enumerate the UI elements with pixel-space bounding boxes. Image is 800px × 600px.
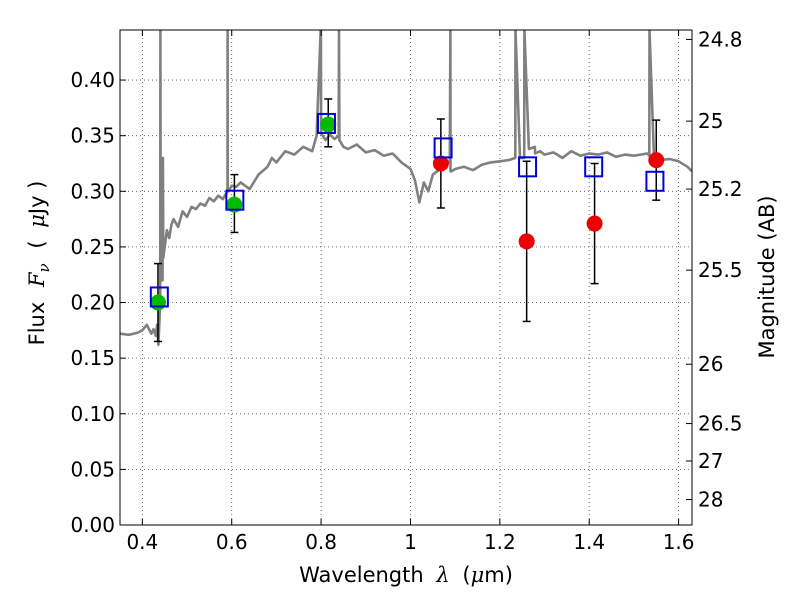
- y2-tick-label: 26.5: [698, 412, 743, 436]
- y2-tick-label: 28: [698, 488, 723, 512]
- model-box: [645, 170, 665, 192]
- y-tick-label: 0.00: [70, 513, 115, 537]
- y-tick-label: 0.05: [70, 457, 115, 481]
- y2-tick-label: 26: [698, 352, 723, 376]
- data-point: [149, 294, 166, 311]
- x-axis-label: Wavelength λ (μm): [299, 563, 513, 587]
- y-axis-label: Flux Fν ( μJy ): [25, 181, 54, 346]
- model-box: [518, 156, 538, 178]
- y2-tick-label: 25.5: [698, 258, 743, 282]
- ticks: 0.4 0.6 0.8 1 1.2 1.4 1.6 0.00 0.05 0.10 0.15 0.20 0…: [70, 27, 742, 554]
- x-tick-label: 1.4: [573, 530, 605, 554]
- data-point: [586, 215, 603, 232]
- x-tick-label: 0.8: [305, 530, 337, 554]
- x-tick-label: 0.4: [126, 530, 158, 554]
- y-tick-label: 0.10: [70, 402, 115, 426]
- y-tick-label: 0.35: [70, 124, 115, 148]
- model-box: [433, 137, 453, 159]
- x-tick-label: 1: [404, 530, 417, 554]
- model-box: [225, 189, 245, 211]
- y-tick-label: 0.25: [70, 235, 115, 259]
- y2-tick-label: 27: [698, 449, 723, 473]
- x-axis-label-prefix: Wavelength: [299, 563, 424, 587]
- y-axis-label-symbol: F: [25, 271, 49, 288]
- y-axis-label-unit-open: (: [25, 240, 49, 248]
- y2-axis-label: Magnitude (AB): [755, 195, 779, 358]
- data-point: [518, 233, 535, 250]
- x-axis-label-unit-mu: μ: [471, 563, 485, 587]
- data-point: [432, 155, 449, 172]
- y-axis-label-subscript: ν: [35, 263, 53, 272]
- y2-tick-label: 25.2: [698, 177, 743, 201]
- y2-tick-label: 24.8: [698, 27, 743, 51]
- y-tick-label: 0.40: [70, 68, 115, 92]
- model-box: [316, 112, 336, 134]
- y-tick-label: 0.30: [70, 179, 115, 203]
- x-tick-label: 0.6: [216, 530, 248, 554]
- data-point: [648, 152, 665, 169]
- spectrum-line: [120, 30, 692, 347]
- y-axis-label-unit-mu: μ: [25, 214, 49, 228]
- model-box: [584, 156, 604, 178]
- x-tick-label: 1.6: [663, 530, 695, 554]
- plot-frame: [119, 29, 693, 526]
- data-point: [320, 116, 337, 133]
- y-tick-label: 0.20: [70, 291, 115, 315]
- y-axis-label-prefix: Flux: [25, 302, 49, 346]
- model-box: [149, 286, 169, 308]
- plot-area: [120, 30, 692, 347]
- x-axis-label-unit-open: (: [462, 563, 470, 587]
- y-axis-label-unit-rest: Jy ): [25, 181, 49, 217]
- x-axis-label-symbol: λ: [435, 563, 449, 587]
- y-tick-label: 0.15: [70, 346, 115, 370]
- y2-tick-label: 25: [698, 109, 723, 133]
- x-axis-label-unit-rest: m): [484, 563, 513, 587]
- x-tick-label: 1.2: [484, 530, 516, 554]
